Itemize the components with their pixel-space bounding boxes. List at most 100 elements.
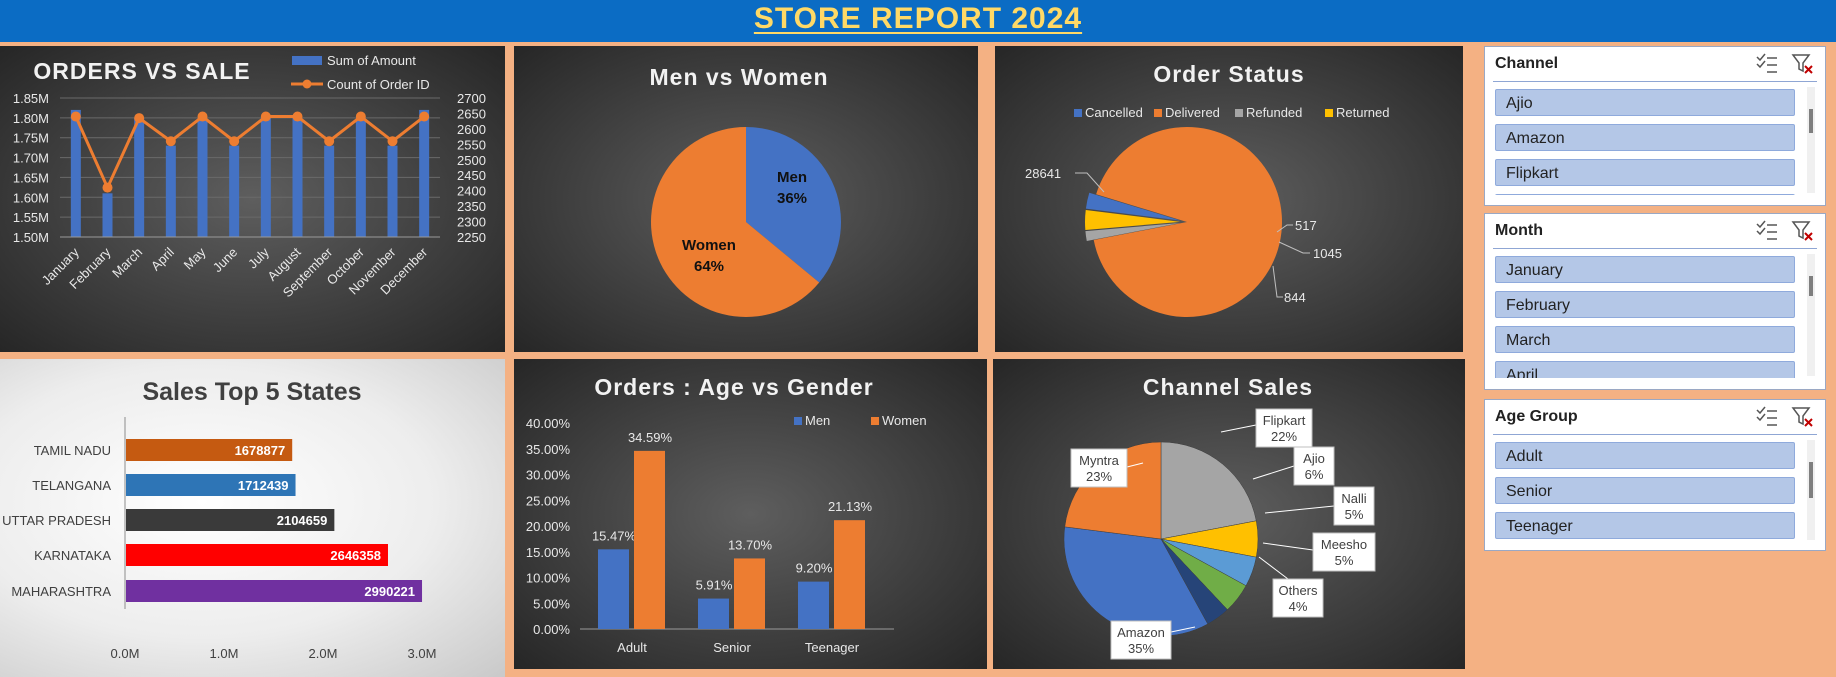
bar-value-label: 21.13% bbox=[828, 499, 873, 514]
clear-filter-icon[interactable] bbox=[1791, 221, 1813, 241]
slice-women bbox=[651, 127, 820, 317]
y-left-tick-label: 1.75M bbox=[13, 131, 49, 146]
callout-box bbox=[1293, 446, 1335, 486]
slicer-item-partial bbox=[1495, 194, 1795, 195]
slice-men bbox=[746, 127, 842, 283]
leader-line bbox=[1220, 424, 1257, 433]
series-line-count-of-order-id bbox=[74, 114, 426, 192]
slicer-month: Month January February March April bbox=[1484, 213, 1826, 390]
slice-value-label: 35% bbox=[1128, 641, 1154, 656]
callout-box bbox=[1255, 408, 1313, 448]
line-point-may bbox=[197, 111, 208, 122]
slicer-age-group: Age Group Adult Senior Teenager bbox=[1484, 399, 1826, 551]
slice-value-label: 28641 bbox=[1025, 166, 1061, 181]
slicer-tools bbox=[1756, 220, 1813, 241]
slice-name-label: Flipkart bbox=[1263, 413, 1306, 428]
slice-name-label: Myntra bbox=[1079, 453, 1120, 468]
slicer-item-january[interactable]: January bbox=[1495, 256, 1795, 283]
bar-november bbox=[387, 145, 398, 237]
bar-february bbox=[102, 193, 113, 237]
multi-select-icon[interactable] bbox=[1756, 220, 1777, 240]
bar-maharashtra bbox=[126, 580, 423, 602]
slicer-scrollbar[interactable] bbox=[1807, 254, 1815, 376]
slicer-item-teenager[interactable]: Teenager bbox=[1495, 512, 1795, 539]
slicer-scroll-thumb[interactable] bbox=[1809, 276, 1813, 296]
slicer-item-ajio[interactable]: Ajio bbox=[1495, 89, 1795, 116]
slice-returned bbox=[1085, 209, 1181, 230]
slicer-scrollbar[interactable] bbox=[1807, 87, 1815, 193]
x-tick-label: 1.0M bbox=[210, 646, 239, 661]
callout-box bbox=[1333, 486, 1375, 526]
slice-value-label: 4% bbox=[1289, 599, 1308, 614]
leader-line bbox=[1252, 465, 1295, 480]
slicer-item-senior[interactable]: Senior bbox=[1495, 477, 1795, 504]
slice-value-label: 5% bbox=[1335, 553, 1354, 568]
slicer-scroll-thumb[interactable] bbox=[1809, 109, 1813, 133]
slice-name-label: Nalli bbox=[1341, 491, 1366, 506]
men-vs-women-panel: Men vs Women Men 36% Women 64% bbox=[514, 46, 978, 352]
line-point-july bbox=[260, 111, 271, 122]
legend-label: Women bbox=[882, 413, 927, 428]
chart-title: Men vs Women bbox=[650, 64, 829, 90]
men-vs-women-chart: Men vs Women Men 36% Women 64% bbox=[650, 64, 842, 317]
slice-flipkart bbox=[1160, 441, 1257, 540]
y-left-tick-label: 1.80M bbox=[13, 111, 49, 126]
y-left-tick-label: 1.60M bbox=[13, 190, 49, 205]
slice-value-label: 844 bbox=[1284, 290, 1306, 305]
x-tick-label: 0.0M bbox=[111, 646, 140, 661]
y-tick-label: 40.00% bbox=[526, 416, 571, 431]
y-right-tick-label: 2700 bbox=[457, 91, 486, 106]
report-title: STORE REPORT 2024 bbox=[753, 2, 1083, 35]
multi-select-icon[interactable] bbox=[1756, 53, 1777, 73]
x-tick-label: Adult bbox=[617, 640, 647, 655]
bar-tamil-nadu bbox=[126, 439, 293, 461]
chart-legend: Sum of Amount Count of Order ID bbox=[291, 53, 430, 92]
report-header: STORE REPORT 2024 bbox=[0, 0, 1836, 42]
slicer-channel: Channel Ajio Amazon Flipkart bbox=[1484, 46, 1826, 206]
legend-swatch-delivered bbox=[1154, 109, 1162, 117]
callout-box bbox=[1272, 578, 1324, 618]
chart-title: Channel Sales bbox=[1143, 374, 1313, 400]
orders-vs-sale-panel: ORDERS VS SALE Sum of Amount Count of Or… bbox=[0, 46, 505, 352]
clear-filter-icon[interactable] bbox=[1791, 54, 1813, 74]
slicer-divider bbox=[1493, 81, 1817, 82]
bar-adult-women bbox=[634, 450, 665, 629]
channel-sales-panel: Channel Sales Flipkart 22% Ajio 6% Nalli 5% Me… bbox=[993, 359, 1465, 669]
top-states-chart: Sales Top 5 States TAMIL NADU 1678877 TELA… bbox=[2, 378, 436, 661]
bar-karnataka bbox=[126, 544, 388, 566]
slicer-item-adult[interactable]: Adult bbox=[1495, 442, 1795, 469]
bar-senior-men bbox=[698, 598, 729, 629]
bar-value-label: 34.59% bbox=[628, 430, 673, 445]
category-label: KARNATAKA bbox=[34, 548, 111, 563]
legend-swatch-cancelled bbox=[1074, 109, 1082, 117]
y-tick-label: 25.00% bbox=[526, 493, 571, 508]
slicer-scroll-thumb[interactable] bbox=[1809, 462, 1813, 498]
bar-value-label: 2104659 bbox=[277, 513, 328, 528]
legend-label: Returned bbox=[1336, 105, 1389, 120]
y-tick-label: 15.00% bbox=[526, 545, 571, 560]
legend-label: Count of Order ID bbox=[327, 77, 430, 92]
multi-select-icon[interactable] bbox=[1756, 406, 1777, 426]
y-right-tick-label: 2650 bbox=[457, 106, 486, 121]
leader-line bbox=[1258, 556, 1289, 580]
y-tick-label: 35.00% bbox=[526, 442, 571, 457]
x-tick-label: Teenager bbox=[805, 640, 860, 655]
slicer-item-amazon[interactable]: Amazon bbox=[1495, 124, 1795, 151]
slice-name-label: Ajio bbox=[1303, 451, 1325, 466]
slicer-divider bbox=[1493, 434, 1817, 435]
legend-swatch-returned bbox=[1325, 109, 1333, 117]
slicer-item-april[interactable]: April bbox=[1495, 361, 1795, 378]
slicer-item-flipkart[interactable]: Flipkart bbox=[1495, 159, 1795, 186]
line-point-november bbox=[387, 136, 398, 147]
slicer-item-february[interactable]: February bbox=[1495, 291, 1795, 318]
slicer-item-march[interactable]: March bbox=[1495, 326, 1795, 353]
bar-value-label: 2990221 bbox=[364, 584, 415, 599]
slice-name-label: Women bbox=[682, 237, 736, 254]
bar-value-label: 2646358 bbox=[330, 548, 381, 563]
slice-value-label: 22% bbox=[1271, 429, 1297, 444]
x-tick-label: July bbox=[245, 244, 272, 271]
callout-box bbox=[1312, 532, 1376, 572]
clear-filter-icon[interactable] bbox=[1791, 407, 1813, 427]
slice-name-label: Others bbox=[1278, 583, 1318, 598]
leader-line bbox=[1170, 626, 1196, 633]
